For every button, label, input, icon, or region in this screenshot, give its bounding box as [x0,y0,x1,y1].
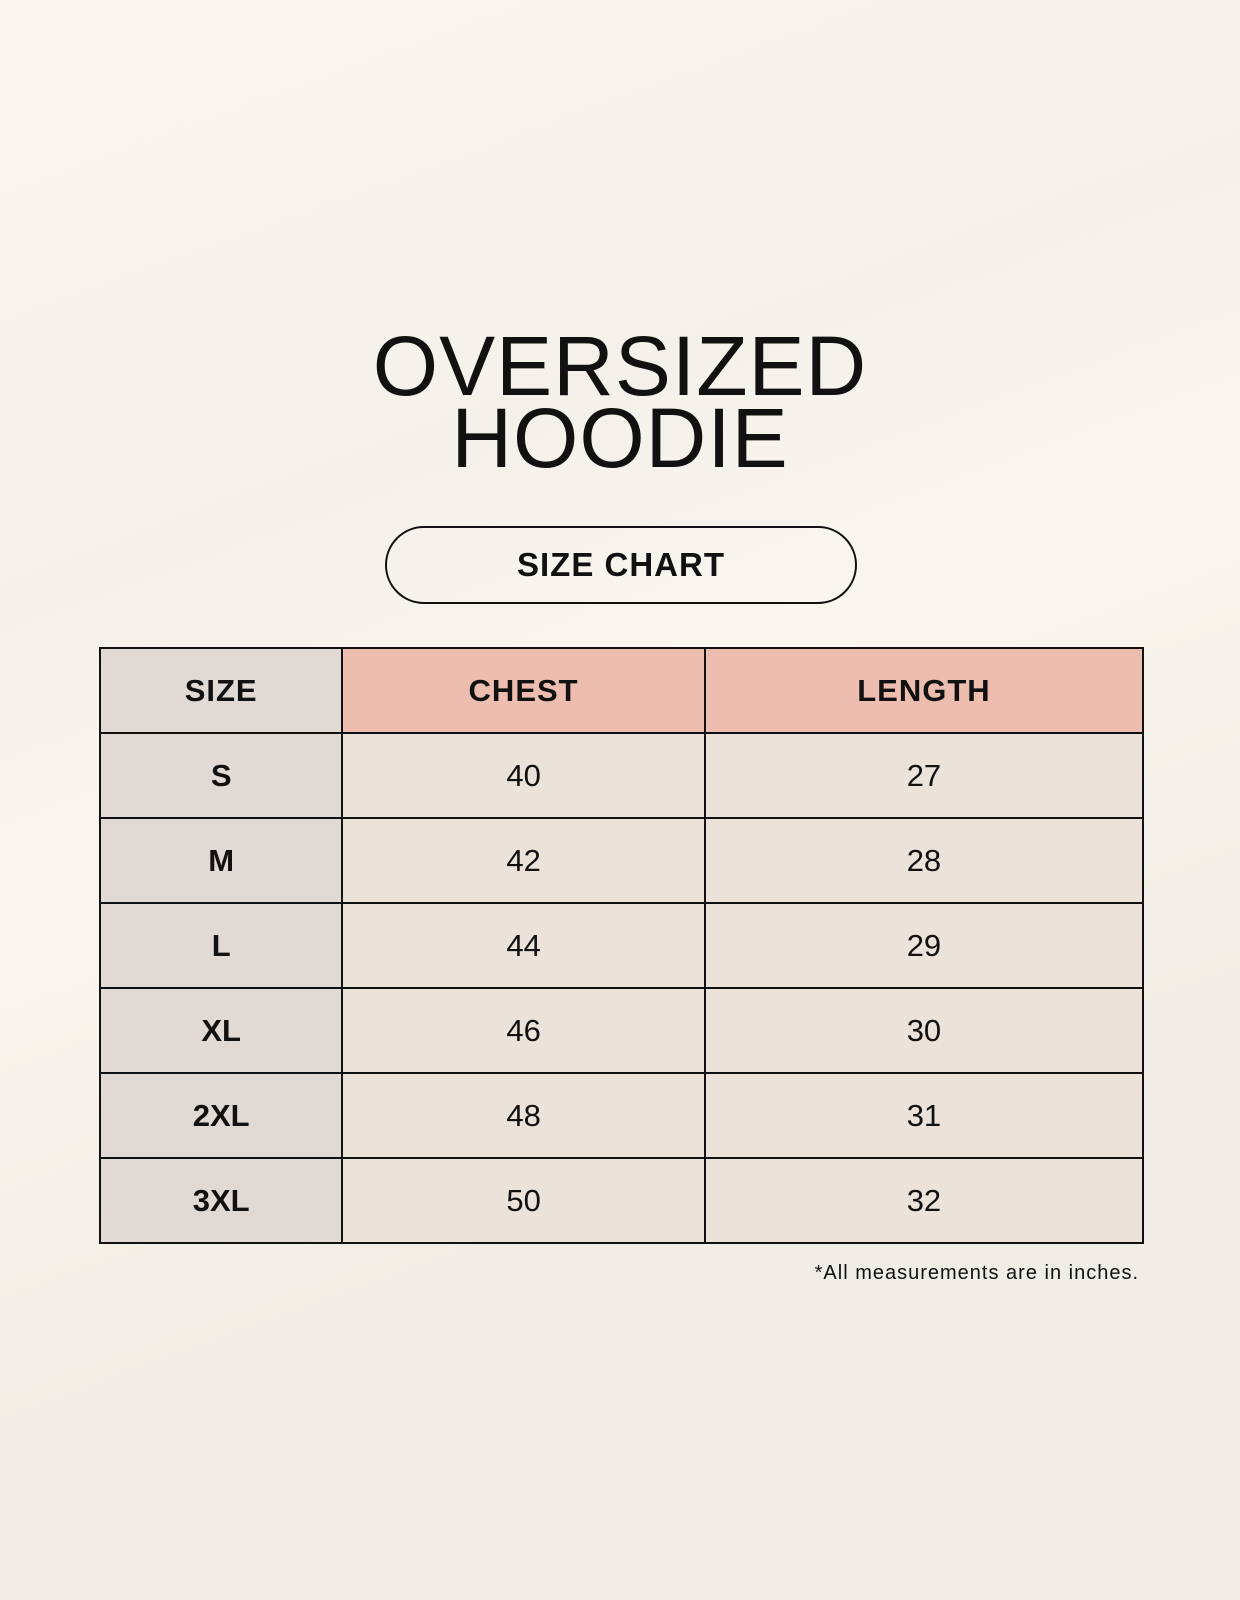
table-row: XL 46 30 [98,987,1145,1074]
footnote: *All measurements are in inches. [814,1262,1139,1284]
table-row: M 42 28 [98,817,1145,904]
table-row: S 40 27 [98,732,1145,819]
header-size: SIZE [98,647,344,734]
cell-chest: 40 [341,732,706,819]
size-chart-badge: SIZE CHART [385,526,857,604]
cell-chest: 46 [341,987,706,1074]
cell-length: 31 [703,1072,1145,1159]
title-line-1: OVERSIZED [372,319,868,413]
cell-size: 2XL [98,1072,344,1159]
cell-length: 28 [703,817,1145,904]
cell-chest: 44 [341,902,706,989]
cell-size: 3XL [98,1157,344,1244]
header-length: LENGTH [703,647,1145,734]
cell-size: S [98,732,344,819]
cell-length: 29 [703,902,1145,989]
table-header-row: SIZE CHEST LENGTH [98,647,1145,734]
header-chest: CHEST [341,647,706,734]
cell-length: 30 [703,987,1145,1074]
table-row: L 44 29 [98,902,1145,989]
table-row: 2XL 48 31 [98,1072,1145,1159]
table-row: 3XL 50 32 [98,1157,1145,1244]
cell-chest: 50 [341,1157,706,1244]
cell-size: L [98,902,344,989]
title-line-2: HOODIE [451,391,789,485]
page-title: OVERSIZED HOODIE [0,319,1240,485]
size-table: SIZE CHEST LENGTH S 40 27 M 42 28 L 44 29 XL 46 30 2… [98,647,1145,1244]
cell-length: 27 [703,732,1145,819]
cell-length: 32 [703,1157,1145,1244]
cell-size: M [98,817,344,904]
cell-chest: 48 [341,1072,706,1159]
cell-chest: 42 [341,817,706,904]
cell-size: XL [98,987,344,1074]
